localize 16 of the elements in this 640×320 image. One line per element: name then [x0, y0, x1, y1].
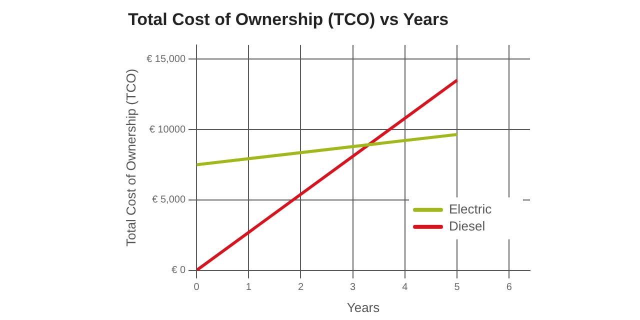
x-tick-label: 1: [246, 282, 252, 294]
y-tick-label: € 5,000: [152, 194, 186, 206]
x-tick-label: 0: [194, 282, 200, 294]
x-tick-label: 6: [506, 282, 512, 294]
x-tick-label: 2: [298, 282, 304, 294]
legend-label: Diesel: [449, 218, 486, 234]
x-axis-title: Years: [346, 300, 380, 315]
y-tick-label: € 0: [172, 265, 186, 276]
x-tick-label: 4: [402, 282, 408, 294]
legend-label: Electric: [449, 201, 492, 216]
x-tick-label: 5: [454, 282, 460, 294]
x-tick-label: 3: [350, 282, 356, 294]
y-axis-title: Total Cost of Ownership (TCO): [123, 68, 138, 247]
chart-title: Total Cost of Ownership (TCO) vs Years: [128, 10, 449, 30]
y-tick-label: € 15,000: [146, 54, 186, 65]
y-tick-label: € 10000: [149, 124, 186, 136]
